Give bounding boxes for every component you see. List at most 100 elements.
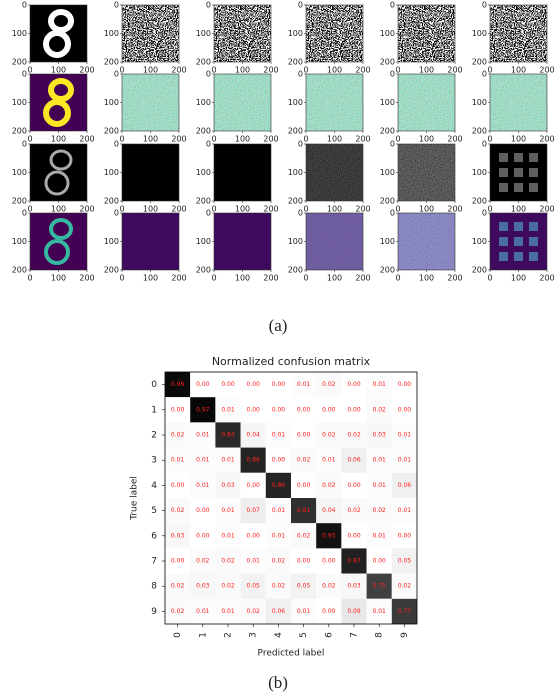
cell-label: 0.00 — [398, 381, 412, 388]
cell-label: 0.01 — [196, 482, 210, 489]
x-tick-label: 100 — [511, 205, 526, 214]
y-tick-label: 5 — [151, 506, 157, 516]
cell — [316, 498, 342, 524]
cell-label: 0.00 — [347, 482, 361, 489]
y-tick-label: 200 — [288, 58, 303, 67]
cell — [165, 447, 191, 473]
cell — [366, 472, 392, 498]
y-tick-label: 0 — [390, 70, 395, 79]
cell — [165, 422, 191, 448]
y-tick-label: 100 — [380, 168, 395, 177]
cell — [366, 422, 392, 448]
x-tick-label: 200 — [171, 205, 186, 214]
cell — [291, 573, 317, 599]
cell-label: 0.02 — [322, 583, 336, 590]
y-tick-label: 200 — [104, 197, 119, 206]
cell-label: 0.01 — [398, 507, 412, 514]
image — [490, 5, 547, 62]
x-tick-label: 100 — [51, 274, 66, 283]
cell — [341, 523, 367, 549]
cell-label: 0.00 — [247, 482, 261, 489]
cell-label: 0.00 — [196, 532, 210, 539]
cell-label: 0.00 — [297, 432, 311, 439]
x-tick-label: 2 — [224, 632, 234, 638]
cell-label: 0.00 — [322, 608, 336, 615]
x-tick-label: 200 — [355, 66, 370, 75]
cell — [366, 598, 392, 624]
cell-label: 0.01 — [272, 507, 286, 514]
x-tick-label: 200 — [79, 205, 94, 214]
x-tick-label: 0 — [487, 205, 492, 214]
cell-label: 0.00 — [347, 532, 361, 539]
y-tick-label: 0 — [298, 140, 303, 149]
image — [214, 213, 271, 270]
x-tick-label: 200 — [447, 66, 462, 75]
x-tick-label: 200 — [263, 135, 278, 144]
y-tick-label: 0 — [390, 209, 395, 218]
cell-label: 0.02 — [347, 432, 361, 439]
cell — [215, 498, 241, 524]
cell-label: 0.09 — [347, 608, 361, 615]
x-tick-label: 100 — [419, 274, 434, 283]
cell-label: 0.03 — [347, 583, 361, 590]
cell-label: 0.01 — [196, 432, 210, 439]
x-tick-label: 100 — [235, 205, 250, 214]
x-tick-label: 200 — [539, 66, 554, 75]
x-tick-label: 4 — [274, 632, 284, 638]
cell — [265, 472, 291, 498]
cell-label: 0.00 — [322, 558, 336, 565]
y-tick-label: 100 — [104, 98, 119, 107]
cell — [391, 573, 417, 599]
image — [398, 144, 455, 201]
y-tick-label: 6 — [151, 531, 157, 541]
cell — [341, 498, 367, 524]
cell-label: 0.02 — [221, 558, 235, 565]
y-tick-label: 0 — [298, 209, 303, 218]
cell-label: 0.01 — [221, 608, 235, 615]
cell — [240, 573, 266, 599]
image — [214, 74, 271, 131]
cell — [165, 548, 191, 574]
cell — [265, 548, 291, 574]
cell — [240, 372, 266, 398]
y-tick-label: 200 — [288, 127, 303, 136]
cell — [291, 498, 317, 524]
y-tick-label: 200 — [472, 197, 487, 206]
cell-label: 0.06 — [347, 457, 361, 464]
x-tick-label: 200 — [355, 205, 370, 214]
cell — [316, 523, 342, 549]
y-tick-label: 0 — [114, 140, 119, 149]
cell — [240, 422, 266, 448]
cell — [190, 498, 216, 524]
x-tick-label: 200 — [447, 135, 462, 144]
digit — [49, 218, 73, 240]
cell-label: 0.02 — [297, 532, 311, 539]
x-tick-label: 0 — [487, 135, 492, 144]
cell-label: 0.00 — [398, 406, 412, 413]
cell-label: 0.00 — [297, 482, 311, 489]
cell — [291, 548, 317, 574]
image-block — [529, 252, 538, 261]
cell — [190, 472, 216, 498]
x-tick-label: 0 — [27, 205, 32, 214]
cell-label: 0.06 — [398, 482, 412, 489]
cell — [215, 422, 241, 448]
cell — [316, 548, 342, 574]
x-tick-label: 200 — [539, 135, 554, 144]
x-tick-label: 0 — [303, 135, 308, 144]
x-tick-label: 0 — [119, 274, 124, 283]
image — [398, 5, 455, 62]
x-tick-label: 0 — [119, 66, 124, 75]
cell-label: 0.00 — [398, 532, 412, 539]
x-tick-label: 200 — [539, 274, 554, 283]
cell-label: 0.00 — [297, 558, 311, 565]
y-tick-label: 0 — [390, 140, 395, 149]
cell-label: 0.00 — [297, 406, 311, 413]
cell-label: 0.01 — [171, 457, 185, 464]
matrix-title: Normalized confusion matrix — [212, 355, 371, 368]
